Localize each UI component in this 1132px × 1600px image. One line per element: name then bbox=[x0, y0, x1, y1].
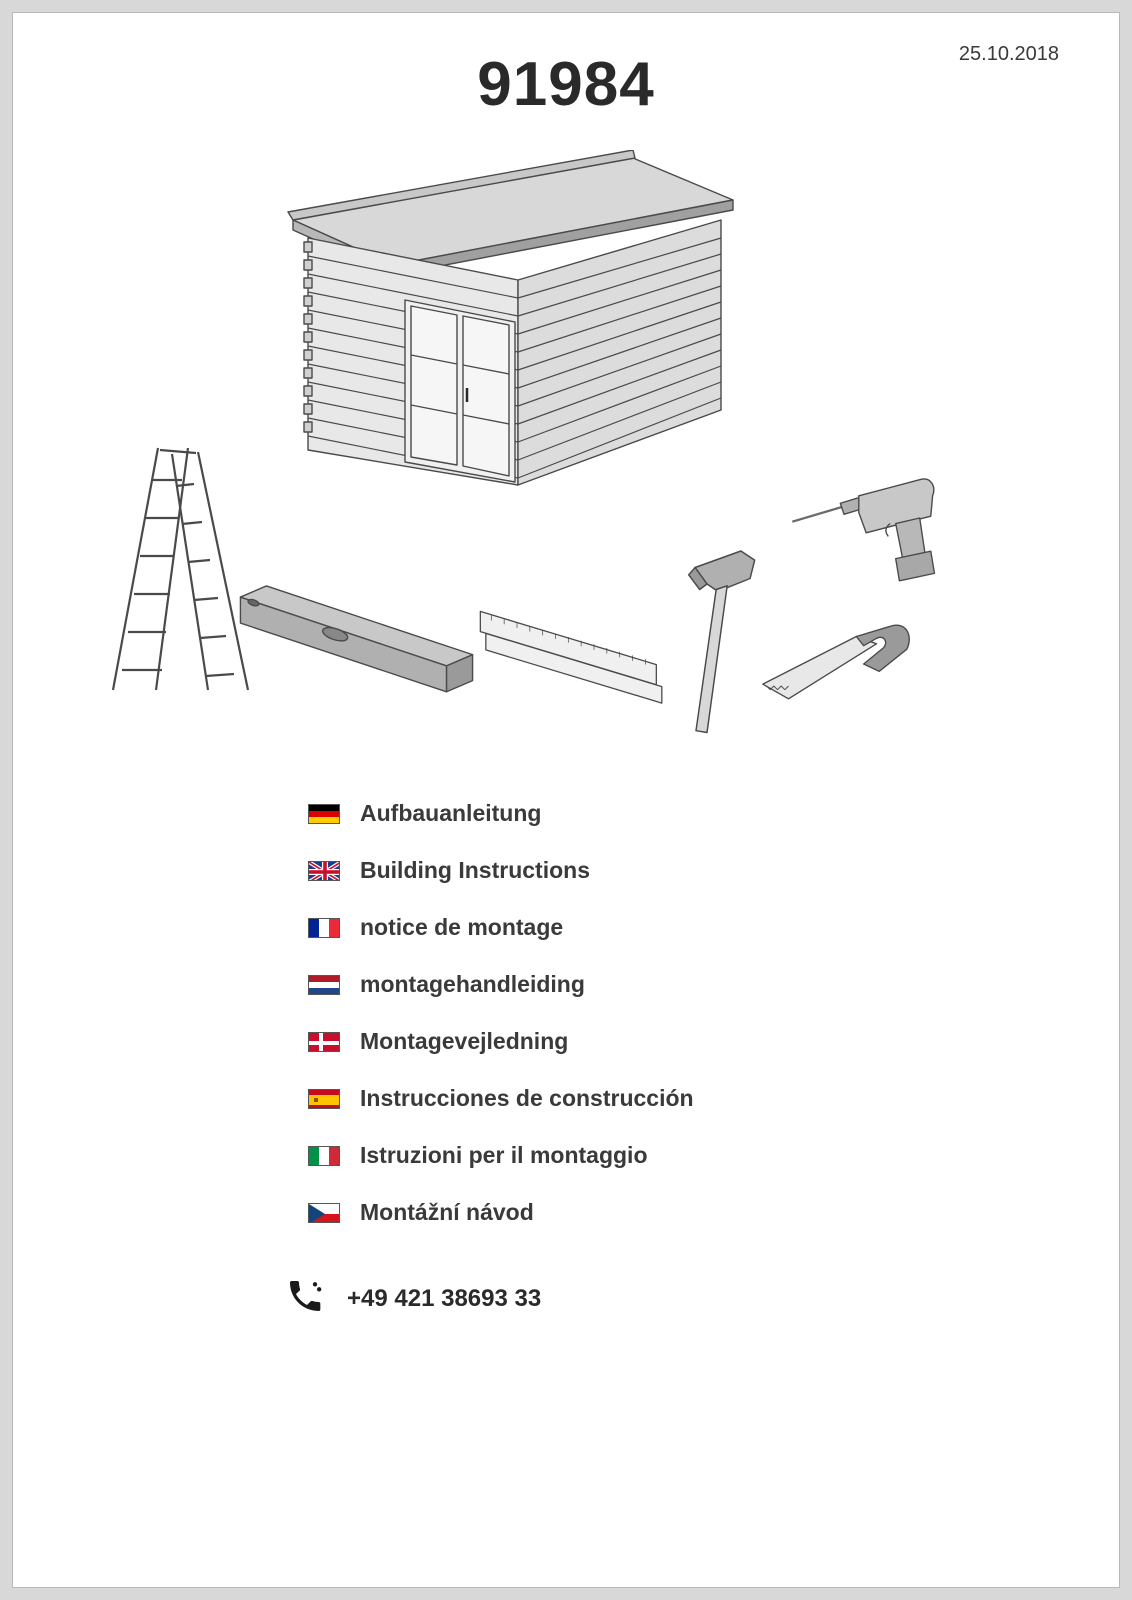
lang-label: notice de montage bbox=[360, 914, 563, 941]
document-date: 25.10.2018 bbox=[959, 43, 1059, 66]
flag-es-icon bbox=[308, 1089, 340, 1109]
lang-row-es: Instrucciones de construcción bbox=[308, 1085, 1069, 1112]
saw-illustration bbox=[753, 620, 923, 730]
ruler-illustration bbox=[473, 600, 693, 720]
phone-icon bbox=[285, 1276, 325, 1321]
lang-row-uk: Building Instructions bbox=[308, 857, 1069, 884]
lang-row-it: Istruzioni per il montaggio bbox=[308, 1142, 1069, 1169]
flag-uk-icon bbox=[308, 861, 340, 881]
lang-label: Instrucciones de construcción bbox=[360, 1085, 694, 1112]
lang-label: Montagevejledning bbox=[360, 1028, 568, 1055]
product-number: 91984 bbox=[63, 49, 1069, 120]
flag-dk-icon bbox=[308, 1032, 340, 1052]
drill-illustration bbox=[783, 470, 953, 590]
page: 25.10.2018 91984 bbox=[12, 12, 1120, 1588]
illustration-area bbox=[63, 150, 1069, 770]
flag-cz-icon bbox=[308, 1203, 340, 1223]
shed-illustration bbox=[283, 150, 743, 490]
flag-fr-icon bbox=[308, 918, 340, 938]
flag-de-icon bbox=[308, 804, 340, 824]
lang-row-dk: Montagevejledning bbox=[308, 1028, 1069, 1055]
lang-row-nl: montagehandleiding bbox=[308, 971, 1069, 998]
phone-number: +49 421 38693 33 bbox=[347, 1285, 541, 1313]
lang-row-cz: Montážní návod bbox=[308, 1199, 1069, 1226]
lang-label: Building Instructions bbox=[360, 857, 590, 884]
lang-label: Montážní návod bbox=[360, 1199, 534, 1226]
lang-label: Aufbauanleitung bbox=[360, 800, 541, 827]
phone-row: +49 421 38693 33 bbox=[285, 1276, 1069, 1321]
flag-nl-icon bbox=[308, 975, 340, 995]
language-list: Aufbauanleitung Building Instructions noti… bbox=[308, 800, 1069, 1226]
lang-label: Istruzioni per il montaggio bbox=[360, 1142, 648, 1169]
lang-row-fr: notice de montage bbox=[308, 914, 1069, 941]
lang-label: montagehandleiding bbox=[360, 971, 585, 998]
level-illustration bbox=[233, 580, 493, 720]
lang-row-de: Aufbauanleitung bbox=[308, 800, 1069, 827]
flag-it-icon bbox=[308, 1146, 340, 1166]
